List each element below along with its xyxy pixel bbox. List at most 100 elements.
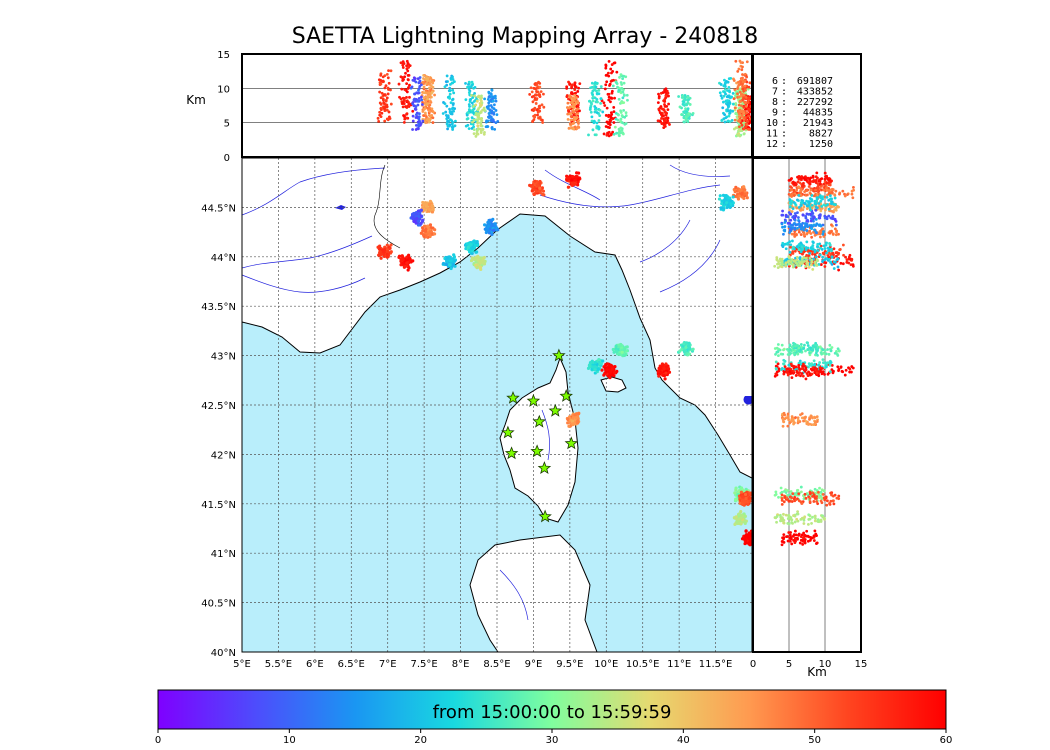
lightning-source xyxy=(806,225,810,229)
lightning-source xyxy=(812,215,816,219)
lightning-source xyxy=(799,188,803,192)
lightning-source xyxy=(407,73,411,77)
lightning-source xyxy=(814,353,817,357)
lightning-source xyxy=(798,264,802,268)
lightning-source xyxy=(662,108,666,112)
lightning-source xyxy=(793,212,797,215)
altitude-tick-label: 5 xyxy=(786,659,792,670)
lightning-source xyxy=(741,65,744,69)
lightning-source xyxy=(490,127,494,131)
lightning-source xyxy=(823,195,827,199)
lightning-source xyxy=(814,532,818,536)
lightning-source xyxy=(742,196,746,200)
lightning-source xyxy=(832,247,836,251)
lightning-source xyxy=(453,80,456,84)
lightning-source xyxy=(425,75,428,78)
lightning-source xyxy=(736,109,740,113)
lightning-source xyxy=(620,114,624,117)
lightning-source xyxy=(780,498,784,502)
lightning-source xyxy=(738,188,743,192)
lightning-source xyxy=(591,128,595,132)
lightning-source xyxy=(403,117,407,121)
lightning-source xyxy=(617,345,621,349)
lightning-source xyxy=(399,257,403,261)
lightning-source xyxy=(530,90,534,94)
lightning-source xyxy=(793,235,797,238)
lightning-source xyxy=(776,266,780,269)
lightning-source xyxy=(801,362,805,366)
lightning-source xyxy=(805,256,808,260)
lightning-source xyxy=(467,91,471,95)
lightning-source xyxy=(798,541,802,545)
lightning-source xyxy=(814,348,818,351)
lightning-source xyxy=(838,192,841,196)
lat-tick-label: 42°N xyxy=(211,450,236,461)
lon-tick-label: 10°E xyxy=(594,659,618,670)
lightning-source xyxy=(832,217,835,220)
right-xlabel: Km xyxy=(807,665,827,679)
lightning-source xyxy=(482,106,486,110)
lightning-source xyxy=(531,119,535,123)
lightning-source xyxy=(533,179,537,183)
lightning-source xyxy=(789,243,793,247)
lightning-source xyxy=(830,229,833,233)
lat-tick-label: 44°N xyxy=(211,253,236,264)
lightning-source xyxy=(379,252,383,256)
lightning-source xyxy=(737,521,741,526)
lightning-source xyxy=(794,214,798,218)
lightning-source xyxy=(808,180,812,183)
lightning-source xyxy=(412,98,416,102)
lightning-source xyxy=(732,127,736,131)
lightning-source xyxy=(748,81,752,85)
lightning-source xyxy=(736,197,741,201)
lightning-source xyxy=(825,499,829,503)
count-separator: : xyxy=(781,76,787,87)
lightning-source xyxy=(807,365,810,369)
lightning-source xyxy=(827,181,831,185)
lightning-source xyxy=(808,256,812,260)
lightning-source xyxy=(821,358,825,362)
lightning-source xyxy=(389,250,393,254)
lightning-source xyxy=(604,114,608,117)
lightning-source xyxy=(479,104,483,108)
lightning-source xyxy=(401,101,405,105)
lightning-source xyxy=(576,419,580,423)
lightning-source xyxy=(800,198,804,202)
lightning-source xyxy=(808,229,812,233)
lightning-source xyxy=(782,500,786,504)
lightning-source xyxy=(489,97,493,101)
lightning-source xyxy=(484,125,488,129)
lightning-source xyxy=(796,416,800,420)
lightning-source xyxy=(433,93,436,97)
lightning-source xyxy=(568,122,572,126)
lightning-source xyxy=(480,119,484,123)
lightning-source xyxy=(389,88,392,92)
lightning-source xyxy=(792,194,796,197)
lightning-source xyxy=(532,192,536,196)
lightning-source xyxy=(446,119,450,123)
lightning-source xyxy=(823,258,827,261)
lightning-source xyxy=(727,114,731,118)
lightning-source xyxy=(795,255,799,259)
lightning-source xyxy=(401,255,405,259)
lightning-source xyxy=(827,352,831,356)
lightning-source xyxy=(800,367,804,370)
station-star-icon xyxy=(526,393,541,407)
lightning-source xyxy=(470,127,474,130)
lightning-source xyxy=(804,215,808,218)
lightning-source xyxy=(802,531,806,535)
lightning-source xyxy=(737,194,741,198)
lightning-source xyxy=(615,131,618,135)
lightning-source xyxy=(835,258,839,262)
lightning-source xyxy=(801,542,805,546)
lightning-source xyxy=(794,498,798,501)
lightning-source xyxy=(788,231,791,234)
lake xyxy=(335,205,346,210)
lightning-source xyxy=(798,222,801,226)
latitude-ticks: 40°N40.5°N41°N41.5°N42°N42.5°N43°N43.5°N… xyxy=(201,203,236,659)
lightning-source xyxy=(567,80,570,84)
lightning-source xyxy=(686,344,691,348)
lightning-source xyxy=(623,122,627,126)
lightning-source xyxy=(806,522,810,526)
lightning-source xyxy=(831,499,835,503)
